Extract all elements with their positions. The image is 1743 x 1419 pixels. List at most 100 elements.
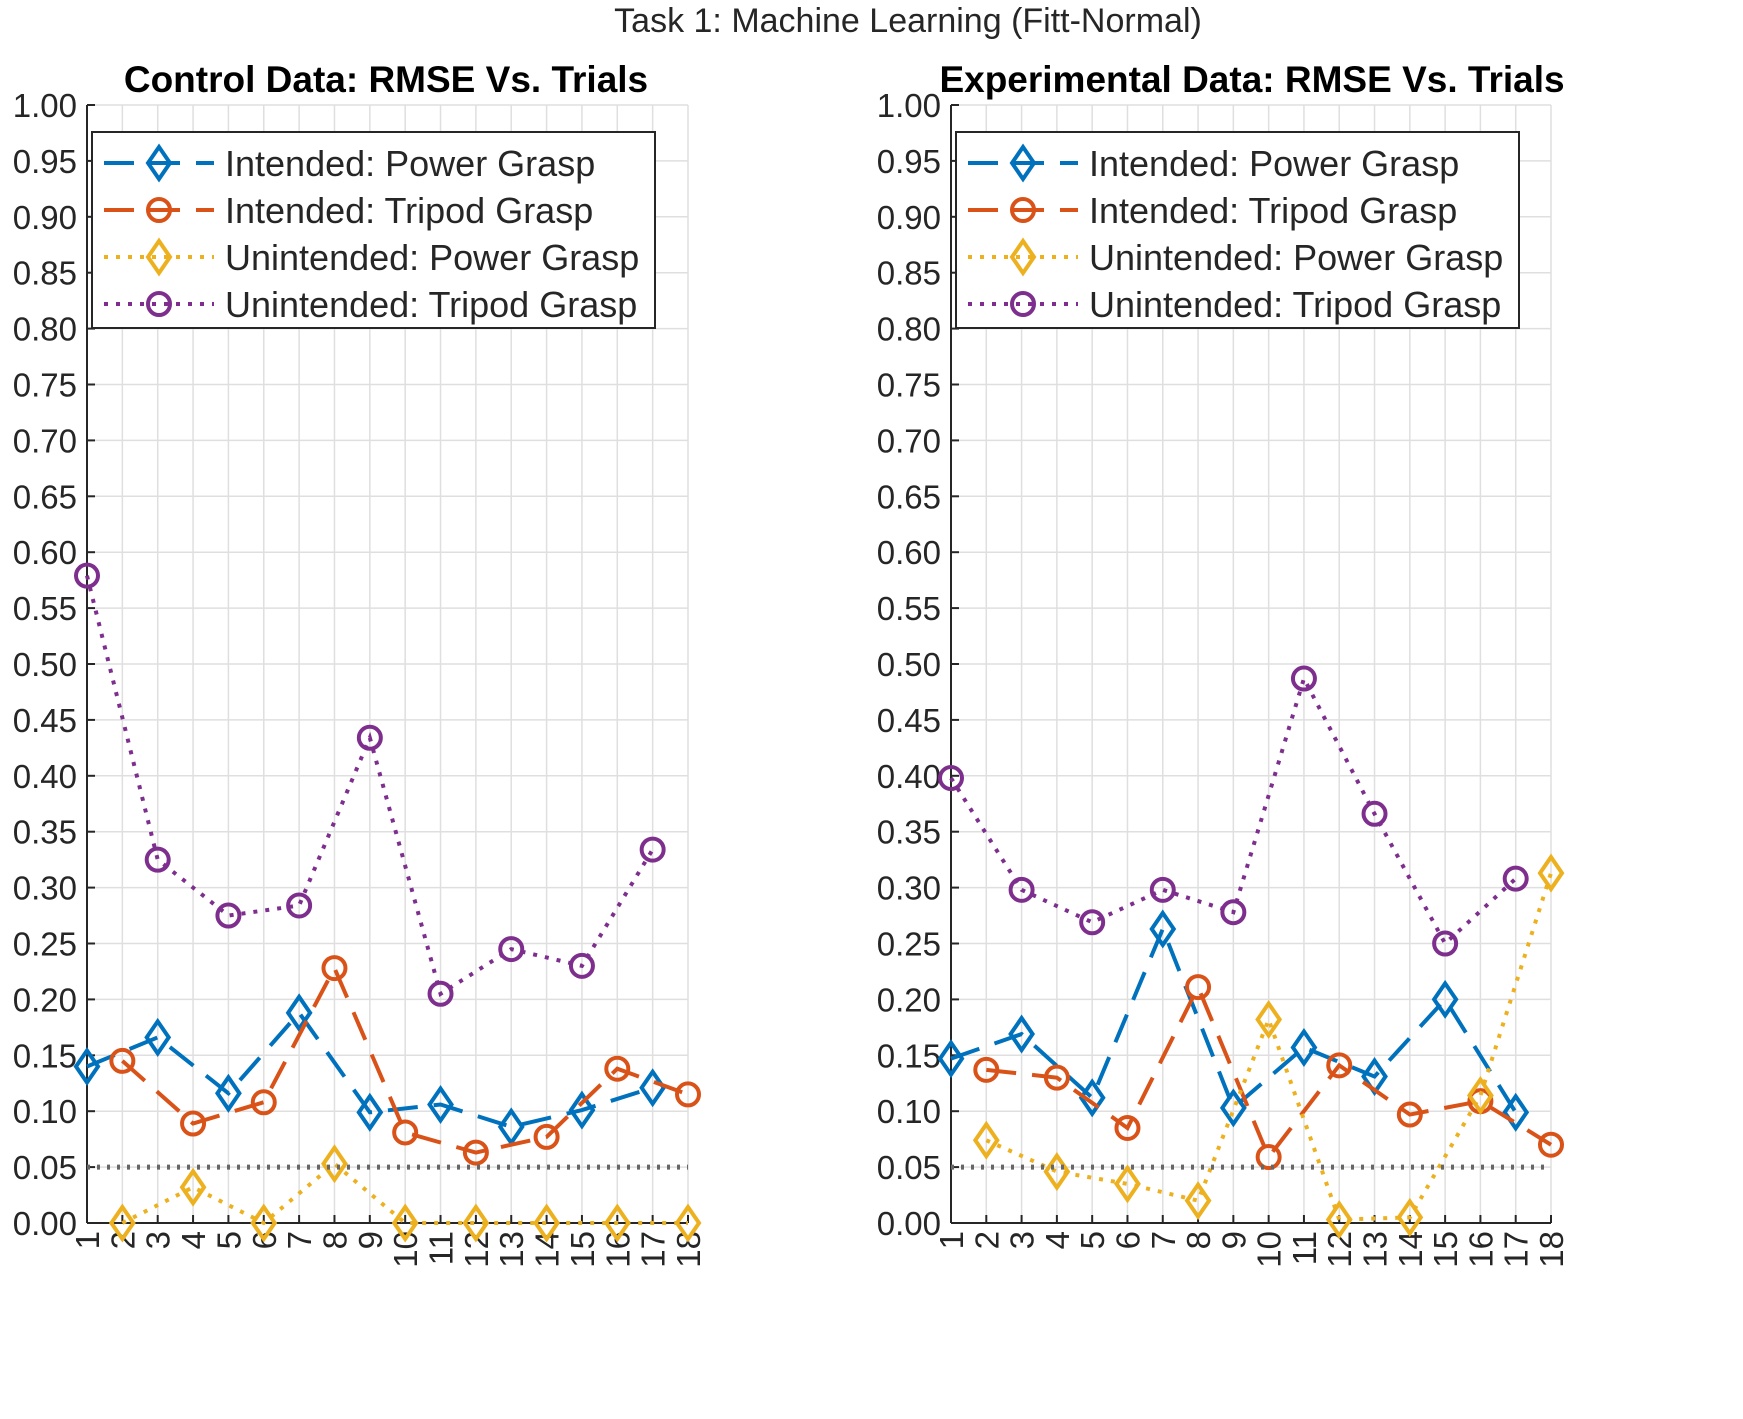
x-tick-label: 4 <box>175 1231 212 1249</box>
data-point <box>937 1039 965 1079</box>
y-tick-label: 0.85 <box>877 255 941 292</box>
data-point <box>427 1084 454 1125</box>
x-tick-label: 10 <box>1251 1231 1288 1268</box>
y-tick-label: 0.90 <box>13 199 77 236</box>
y-tick-label: 0.15 <box>13 1037 77 1074</box>
data-point <box>639 836 666 863</box>
data-point <box>1431 979 1459 1019</box>
x-tick-label: 11 <box>1286 1231 1323 1265</box>
data-point <box>1396 1101 1423 1128</box>
x-tick-label: 6 <box>1109 1231 1146 1249</box>
y-tick-label: 0.05 <box>877 1149 941 1186</box>
x-tick-label: 16 <box>1462 1231 1499 1268</box>
series-intended-tripod-grasp <box>973 974 1564 1171</box>
y-tick-label: 0.75 <box>13 367 77 404</box>
legend-marker <box>146 291 172 317</box>
data-point <box>1290 1027 1318 1068</box>
y-tick-label: 0.20 <box>877 981 941 1018</box>
data-point <box>972 1120 1000 1160</box>
legend: Intended: Power Grasp Intended: Tripod Gr… <box>91 131 656 329</box>
data-point <box>391 1203 419 1243</box>
series-unintended-tripod-grasp <box>74 562 666 1007</box>
x-tick-label: 1 <box>69 1231 106 1249</box>
data-point <box>1466 1076 1494 1116</box>
data-point <box>1255 999 1283 1040</box>
y-tick-label: 1.00 <box>13 87 77 124</box>
data-point <box>286 892 313 919</box>
y-tick-label: 0.55 <box>877 590 941 627</box>
legend-label: Intended: Power Grasp <box>1089 143 1459 184</box>
data-point <box>498 936 525 963</box>
y-tick-label: 0.70 <box>13 422 77 459</box>
data-point <box>1220 899 1247 926</box>
legend-label: Unintended: Power Grasp <box>225 237 639 278</box>
series-line <box>950 923 1518 1114</box>
data-point <box>1184 1181 1212 1221</box>
data-point <box>1149 909 1177 949</box>
data-point <box>462 1203 490 1243</box>
y-tick-label: 0.50 <box>877 646 941 683</box>
y-tick-label: 0.90 <box>877 199 941 236</box>
data-point <box>1008 876 1035 903</box>
series-intended-power-grasp <box>73 993 667 1147</box>
x-tick-label: 8 <box>316 1231 353 1249</box>
y-tick-label: 0.05 <box>13 1149 77 1186</box>
y-tick-label: 0.25 <box>13 926 77 963</box>
data-point <box>1149 876 1176 903</box>
data-point <box>356 1092 384 1132</box>
series-intended-tripod-grasp <box>109 955 701 1166</box>
y-tick-label: 0.95 <box>877 143 941 180</box>
series-unintended-power-grasp <box>972 853 1565 1240</box>
data-point <box>1008 1014 1036 1054</box>
series-line <box>985 872 1553 1222</box>
series-line <box>121 1161 688 1226</box>
data-point <box>250 1089 277 1116</box>
legend-marker <box>1009 143 1037 183</box>
y-tick-label: 0.30 <box>13 870 77 907</box>
data-point <box>604 1055 631 1082</box>
data-point <box>215 902 242 929</box>
data-point <box>180 1110 207 1137</box>
y-tick-label: 0.00 <box>877 1205 941 1242</box>
y-tick-label: 0.25 <box>877 926 941 963</box>
y-tick-label: 0.55 <box>13 590 77 627</box>
y-tick-label: 0.75 <box>877 367 941 404</box>
data-point <box>1502 865 1529 892</box>
data-point <box>1326 1052 1353 1079</box>
legend-label: Unintended: Tripod Grasp <box>225 284 637 325</box>
y-tick-label: 0.60 <box>877 534 941 571</box>
y-tick-label: 0.30 <box>877 870 941 907</box>
y-tick-label: 0.60 <box>13 534 77 571</box>
x-tick-label: 13 <box>493 1231 530 1268</box>
panel-title: Control Data: RMSE Vs. Trials <box>124 59 648 100</box>
experimental-data-panel: Experimental Data: RMSE Vs. Trials 0.00 0.… <box>877 59 1570 1268</box>
legend-label: Intended: Tripod Grasp <box>225 190 593 231</box>
y-tick-label: 0.80 <box>13 311 77 348</box>
x-tick-label: 9 <box>1215 1231 1252 1249</box>
x-tick-label: 3 <box>140 1231 177 1249</box>
panel-title: Experimental Data: RMSE Vs. Trials <box>939 59 1564 100</box>
data-point <box>1185 974 1212 1001</box>
data-point <box>392 1119 419 1146</box>
y-tick-label: 0.50 <box>13 646 77 683</box>
data-point <box>1114 1164 1141 1204</box>
data-point <box>427 980 454 1007</box>
y-tick-label: 0.10 <box>877 1093 941 1130</box>
data-point <box>74 562 100 589</box>
data-point <box>1361 800 1388 827</box>
data-point <box>568 952 595 979</box>
x-tick-label: 8 <box>1180 1231 1217 1249</box>
series-intended-power-grasp <box>937 909 1530 1132</box>
legend-marker <box>1009 237 1037 277</box>
figure-title: Task 1: Machine Learning (Fitt-Normal) <box>614 2 1202 40</box>
data-point <box>1219 1088 1247 1128</box>
legend-marker <box>1010 291 1036 317</box>
data-point <box>1502 1092 1530 1132</box>
series-unintended-power-grasp <box>108 1144 702 1243</box>
y-tick-label: 0.65 <box>13 478 77 515</box>
y-tick-label: 0.45 <box>877 702 941 739</box>
data-point <box>938 765 964 792</box>
data-point <box>1079 909 1106 936</box>
y-tick-label: 0.35 <box>877 814 941 851</box>
